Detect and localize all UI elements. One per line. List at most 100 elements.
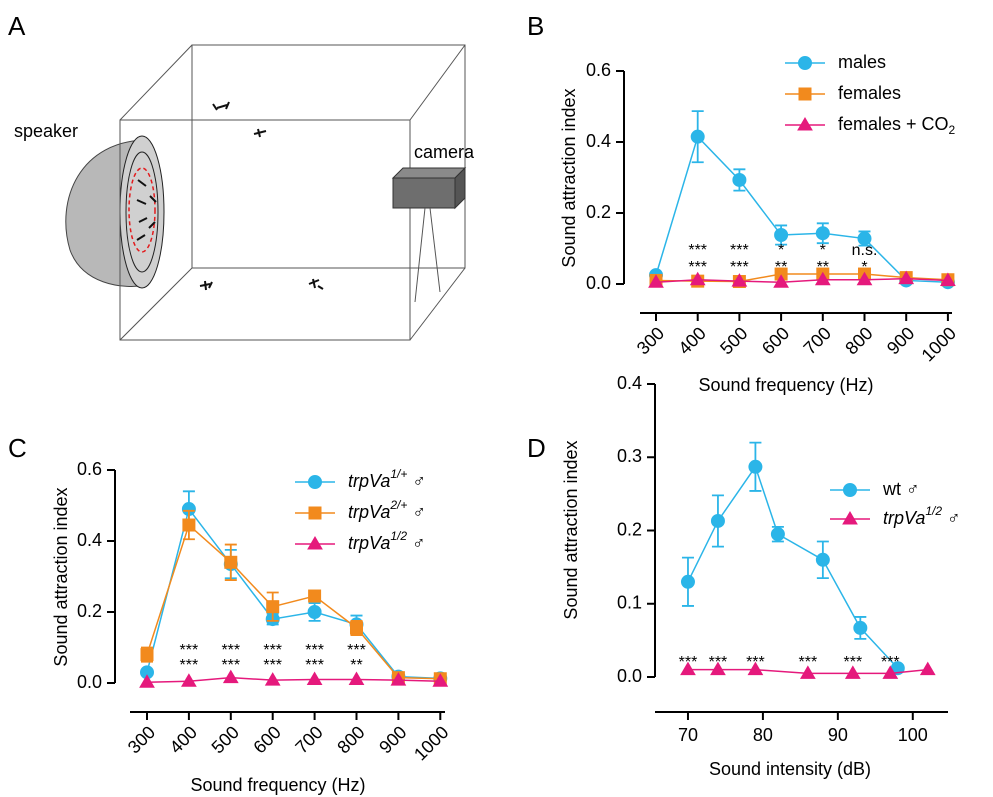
marker [857,231,872,246]
marker [844,665,861,679]
x-tick-label: 900 [375,722,410,757]
legend-label: trpVa1/2 ♂ [348,529,426,553]
significance-label: * [820,242,826,259]
x-tick-label: 300 [124,722,159,757]
x-axis-label: Sound frequency (Hz) [190,775,365,795]
legend-name: males [838,52,886,72]
marker [798,56,812,70]
significance-label: *** [709,654,728,671]
marker [140,648,154,662]
y-axis-label: Sound attraction index [561,440,581,619]
marker [856,271,873,286]
x-tick-label: 700 [291,722,326,757]
x-tick-label: 1000 [918,323,960,365]
series: *** *** *** *** *** *** [679,654,936,679]
marker [747,661,764,676]
y-tick-label: 0.4 [617,373,642,393]
series-line [146,676,441,684]
camera-body [392,177,456,209]
marker [139,674,155,688]
marker [348,671,365,685]
marker [799,665,816,679]
x-tick-label: 600 [758,323,793,358]
diagram-label: camera [414,142,475,162]
marker [690,129,705,144]
marker [390,672,407,686]
legend-suffix: ♂ [412,502,426,522]
y-tick-label: 0.2 [617,519,642,539]
significance-label: *** [679,654,698,671]
setup-diagram [65,44,467,341]
legend-entry: females + CO2 [785,114,956,137]
marker [770,527,785,542]
camera-top [391,167,467,179]
marker [773,274,789,288]
x-tick-label: 70 [678,725,698,745]
legend-name: trpVa [348,502,390,522]
x-tick-label: 400 [674,323,709,358]
series-line [655,135,948,283]
legend-label: trpVa2/+ ♂ [348,498,426,522]
marker [181,673,197,687]
marker [680,661,696,676]
significance-label: *** [746,654,765,671]
series: *** *** ** ** * [648,259,956,288]
significance-label: *** [180,642,199,659]
marker [815,552,830,567]
marker [843,483,857,497]
series-line [655,277,948,283]
legend-entry: trpVa2/+ ♂ [295,498,426,522]
x-tick-label: 400 [166,722,201,757]
marker [306,671,323,685]
y-tick-label: 0.4 [77,530,102,550]
marker [882,665,899,679]
series-line [146,523,441,680]
marker [798,87,812,101]
x-tick-label: 800 [841,323,876,358]
legend-name: females + CO [838,114,949,134]
series [139,669,449,688]
significance-label: * [778,242,784,259]
marker [814,271,831,286]
significance-label: ** [817,259,829,276]
significance-label: *** [799,654,818,671]
marker [182,518,196,532]
y-tick-label: 0.6 [586,60,611,80]
panel-label: A [8,11,26,41]
series [680,441,905,676]
marker [432,673,449,687]
marker [308,506,322,520]
significance-label: *** [688,242,707,259]
marker [797,117,813,131]
significance-label: *** [881,654,900,671]
marker [680,574,695,589]
marker [307,605,322,619]
significance-label: *** [263,657,282,674]
legend-name: wt [882,479,901,499]
legend-superscript: 1/+ [390,467,407,481]
marker [308,589,322,603]
y-tick-label: 0.0 [617,666,642,686]
marker [940,272,956,286]
target-zone [128,167,156,253]
legend-entry: trpVa1/+ ♂ [295,467,426,491]
marker [815,226,830,241]
x-tick-label: 1000 [410,722,452,764]
marker [853,620,868,635]
marker [224,555,238,569]
x-tick-label: 900 [883,323,918,358]
speaker-disc [119,135,165,289]
significance-label: *** [730,259,749,276]
series-line [687,465,899,669]
legend-name: trpVa [348,533,390,553]
legend-label: trpVa1/+ ♂ [348,467,426,491]
marker [350,621,363,635]
significance-label: *** [347,642,366,659]
tripod-leg [429,207,441,293]
marker [710,513,725,528]
marker [689,271,706,286]
x-tick-label: 300 [633,323,668,358]
legend-label: females [838,83,901,103]
marker [732,172,747,187]
legend-label: trpVa1/2 ♂ [883,504,961,528]
